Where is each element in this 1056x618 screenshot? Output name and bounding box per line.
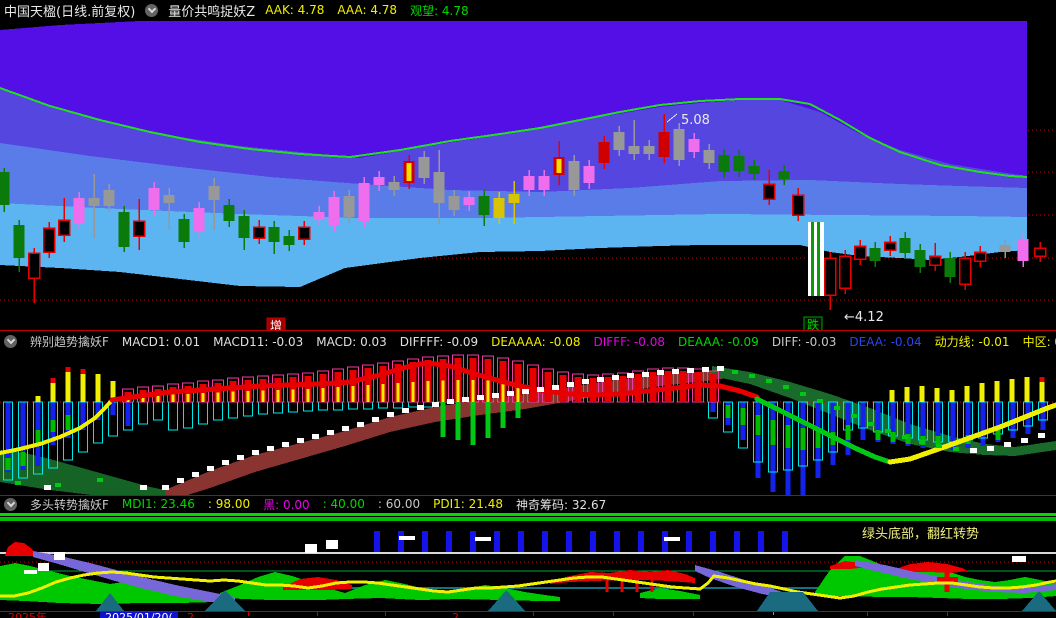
- indicator-field: AAK: 4.78: [265, 3, 325, 17]
- axis-tick: [947, 612, 948, 616]
- macd-indicator-header: 辨别趋势擒妖F MACD1: 0.01 MACD11: -0.03 MACD: 0.…: [0, 330, 1056, 352]
- signal-white-marks: [24, 536, 1026, 574]
- signal-indicator-values: MDI1: 23.46 : 98.00 黑: 0.00 : 40.00 : 60.00 P…: [122, 496, 606, 513]
- signal-teal-triangles: [96, 590, 1056, 611]
- indicator-field: : 40.00: [322, 497, 365, 511]
- indicator-field: DIFF: -0.03: [771, 334, 837, 349]
- axis-tick: [248, 612, 249, 616]
- indicator-field: DEAAAA: -0.08: [491, 334, 581, 349]
- collapse-main-icon[interactable]: [145, 3, 159, 17]
- signal-indicator-header: 多头转势擒妖F MDI1: 23.46 : 98.00 黑: 0.00 : 40.00…: [0, 495, 1056, 512]
- price-bands: [0, 21, 1027, 287]
- indicator-field: : 98.00: [207, 497, 251, 511]
- indicator-field: DIFFFF: -0.09: [399, 334, 479, 349]
- price-labels: 5.08 ←4.12: [666, 113, 884, 325]
- macd-bars-below: [3, 401, 1048, 495]
- indicator-field: DEAA: -0.04: [849, 334, 922, 349]
- collapse-signal-icon[interactable]: [4, 497, 17, 511]
- axis-label: 2: [452, 611, 459, 618]
- price-candlestick-panel[interactable]: 增跌5.08←4.12: [0, 20, 1056, 330]
- signal-blue-bars: [374, 531, 788, 553]
- collapse-macd-icon[interactable]: [4, 335, 17, 348]
- axis-label: 2: [187, 611, 194, 618]
- price-candles: [0, 114, 1047, 310]
- signal-indicator-name: 多头转势擒妖F: [30, 497, 109, 512]
- ma-line: [0, 87, 1028, 178]
- indicator-field: DEAAA: -0.09: [678, 334, 759, 349]
- macd-histogram-panel[interactable]: [0, 352, 1056, 495]
- axis-tick: [693, 612, 694, 616]
- axis-tick: [385, 612, 386, 616]
- indicator-field: MACD: 0.03: [316, 334, 387, 349]
- signal-stripe-bar: [808, 222, 824, 296]
- macd-dot-trail: [15, 366, 1045, 490]
- axis-selected-date: 2025/01/20(: [100, 612, 178, 618]
- indicator-field: PDI1: 21.48: [433, 497, 503, 511]
- indicator-field: 中区: 0.00: [1022, 335, 1056, 349]
- signal-top-green-bar: [0, 513, 1056, 521]
- axis-year-label: 2025年: [8, 611, 47, 618]
- signal-annotation-text: 绿头底部，翻红转势: [862, 526, 979, 542]
- svg-text:5.08: 5.08: [681, 113, 710, 128]
- indicator-field: 观望: 4.78: [410, 3, 469, 18]
- indicator-field: AAA: 4.78: [337, 3, 398, 17]
- main-indicator-name: 量价共鸣捉妖Z: [168, 4, 256, 20]
- title-bar: 中国天楹(日线.前复权) 量价共鸣捉妖Z AAK: 4.78 AAA: 4.78 观…: [0, 0, 1056, 20]
- signal-yellow-line: [0, 570, 1056, 600]
- axis-tick: [613, 612, 614, 616]
- macd-indicator-values: MACD1: 0.01 MACD11: -0.03 MACD: 0.03 DIFFFF…: [122, 333, 1056, 350]
- svg-text:跌: 跌: [807, 317, 819, 330]
- macd-indicator-name: 辨别趋势擒妖F: [30, 335, 109, 349]
- main-indicator-values: AAK: 4.78 AAA: 4.78 观望: 4.78: [265, 2, 468, 19]
- axis-tick: [867, 612, 868, 616]
- svg-text:增: 增: [270, 319, 282, 330]
- axis-tick: [317, 612, 318, 616]
- macd-trend-lines: [0, 360, 1056, 465]
- axis-submark: [773, 612, 774, 615]
- time-axis[interactable]: 2025年 2025/01/20( 2 2: [0, 611, 1056, 618]
- indicator-field: MACD11: -0.03: [213, 334, 304, 349]
- axis-tick: [533, 612, 534, 616]
- indicator-field: 动力线: -0.01: [934, 335, 1010, 349]
- indicator-field: DIFFF: -0.08: [593, 334, 665, 349]
- indicator-field: 神奇筹码: 32.67: [516, 497, 607, 512]
- indicator-field: MACD1: 0.01: [121, 334, 201, 349]
- indicator-field: MDI1: 23.46: [121, 497, 195, 511]
- macd-areas: [0, 366, 1056, 495]
- signal-area-panel[interactable]: 绿头底部，翻红转势: [0, 512, 1056, 612]
- indicator-field: 黑: 0.00: [263, 497, 310, 512]
- price-markers: 增跌: [266, 316, 823, 330]
- indicator-field: : 60.00: [377, 497, 421, 511]
- svg-text:←4.12: ←4.12: [844, 310, 884, 325]
- stock-title: 中国天楹(日线.前复权): [4, 4, 136, 20]
